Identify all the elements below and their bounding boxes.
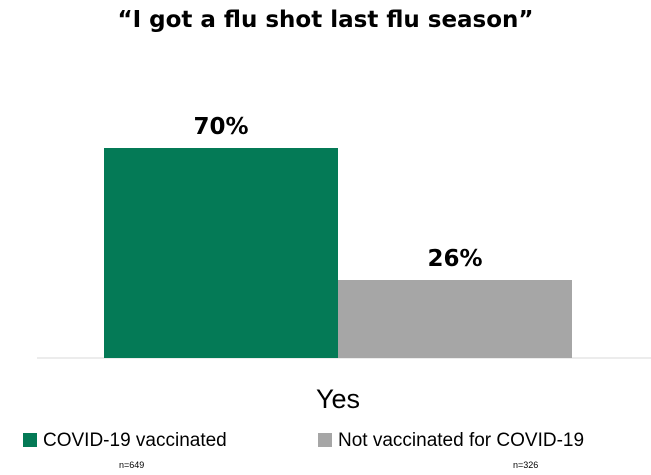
legend-item-not-vaccinated: Not vaccinated for COVID-19: [318, 430, 584, 452]
legend-label-not-vaccinated: Not vaccinated for COVID-19: [338, 430, 585, 451]
legend-swatch-vaccinated: [23, 433, 37, 447]
bar-label-vaccinated: 70%: [193, 114, 248, 140]
legend-item-vaccinated: COVID-19 vaccinated: [23, 430, 227, 452]
legend-note-vaccinated: n=649: [119, 460, 145, 470]
legend-note-not-vaccinated: n=326: [513, 460, 539, 470]
bar-label-group: 70% 26%: [193, 114, 482, 272]
bar-label-not-vaccinated: 26%: [427, 246, 482, 272]
bar-group: [104, 148, 572, 358]
legend-swatch-not-vaccinated: [318, 433, 332, 447]
bar-vaccinated: [104, 148, 338, 358]
category-label: Yes: [316, 384, 360, 414]
legend-label-vaccinated: COVID-19 vaccinated: [43, 430, 227, 451]
bar-not-vaccinated: [338, 280, 572, 358]
chart-title: “I got a flu shot last flu season”: [117, 7, 534, 33]
